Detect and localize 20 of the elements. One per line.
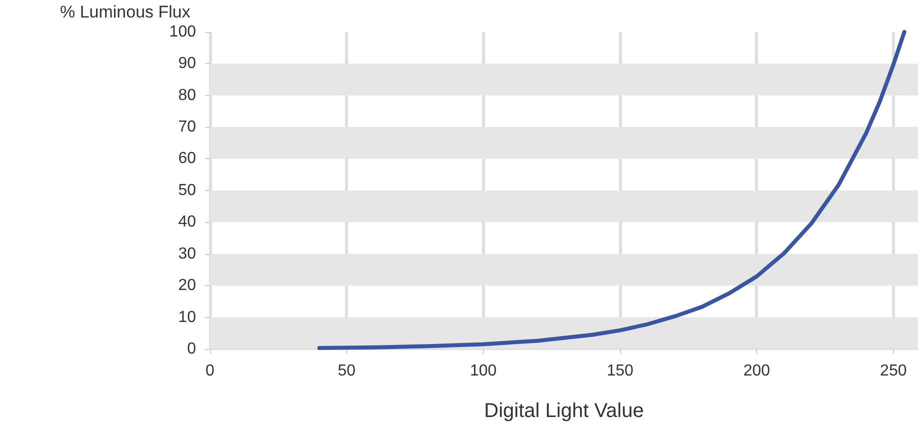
x-tick-label: 100 [470, 362, 497, 380]
x-tick-label: 150 [606, 362, 634, 380]
y-tick-label: 50 [178, 182, 196, 199]
y-tick-label: 20 [178, 277, 196, 294]
y-axis-title: % Luminous Flux [60, 2, 191, 22]
y-tick-label: 40 [178, 214, 196, 231]
x-tick-label: 50 [338, 362, 356, 380]
y-tick-label: 100 [169, 23, 196, 40]
line-series [317, 30, 906, 350]
x-tick-label: 0 [206, 362, 215, 380]
y-tick-label: 90 [178, 55, 196, 72]
y-tick-label: 0 [187, 340, 196, 358]
y-tick-label: 10 [178, 308, 196, 326]
x-tick-label: 200 [743, 362, 770, 380]
y-tick-label: 30 [178, 245, 196, 262]
y-tick-label: 60 [178, 150, 196, 168]
x-axis-title: Digital Light Value [484, 400, 644, 422]
x-tick-label: 250 [880, 362, 907, 380]
y-tick-label: 70 [178, 118, 196, 136]
y-tick-label: 80 [178, 86, 196, 104]
